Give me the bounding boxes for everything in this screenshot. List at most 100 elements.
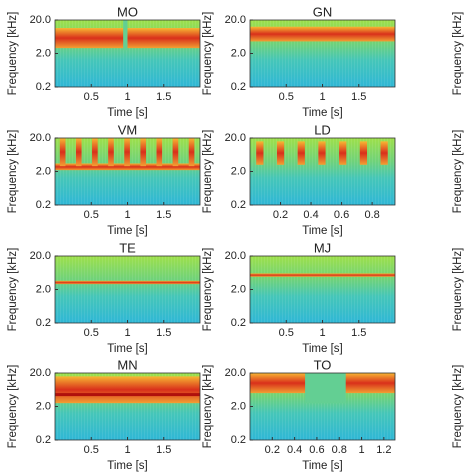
y-axis-label: Frequency [kHz] [202,12,214,96]
y-tick-label: 2.0 [231,47,246,59]
spectrogram-texture [250,256,395,323]
spectrogram-pulse [92,138,98,167]
spectrogram-pulse [188,138,195,167]
spectrogram-pulse [172,138,179,167]
y-tick-label: 0.2 [36,81,51,93]
panel: 0.2 2.0 20.0 Frequency [kHz] MO 0.5 1 1.5 Time [… [7,4,201,119]
panel: 0.2 2.0 20.0 Frequency [kHz] TO 0.2 0.4 0.6 0.8 1… [202,357,396,472]
spectrogram-pulse [156,138,163,167]
y-tick-label: 0.2 [36,317,51,329]
x-axis-label: Time [s] [302,343,342,355]
panel-title: MN [117,357,137,372]
y-tick-label: 2.0 [231,165,246,177]
spectrogram-texture [55,256,200,323]
y-tick-label: 20.0 [30,367,51,379]
y-axis-label: Frequency [kHz] [7,130,19,214]
x-tick-label: 0.2 [273,209,288,221]
y-axis-label: Frequency [kHz] [452,248,464,332]
x-tick-label: 0.4 [287,444,302,456]
x-axis-label: Time [s] [302,107,342,119]
x-tick-label: 1.5 [156,444,171,456]
y-tick-label: 20.0 [225,14,246,26]
x-tick-label: 1.2 [376,444,391,456]
spectrogram-pulse [339,141,347,165]
y-tick-label: 2.0 [36,400,51,412]
panel-title: TE [119,240,136,255]
x-tick-label: 0.4 [303,209,318,221]
panel-title: MJ [314,240,331,255]
spectrogram-gap [305,373,346,404]
y-tick-label: 20.0 [225,132,246,144]
x-tick-label: 0.5 [279,327,294,339]
panel-title: MO [117,4,138,19]
y-tick-label: 20.0 [30,132,51,144]
y-tick-label: 0.2 [231,199,246,211]
y-tick-label: 0.2 [231,434,246,446]
x-axis-label: Time [s] [302,225,342,237]
x-tick-label: 1.5 [156,327,171,339]
x-tick-label: 0.8 [364,209,379,221]
spectrogram-band [250,273,395,277]
panel: 0.2 2.0 20.0 Frequency [kHz] VM 0.5 1 1.5 Time [… [7,122,201,237]
panel-title: LD [314,122,331,137]
spectrogram-band [250,26,395,42]
y-tick-label: 2.0 [231,400,246,412]
x-tick-label: 1 [124,327,130,339]
x-axis-label: Time [s] [107,343,147,355]
y-tick-label: 0.2 [36,434,51,446]
x-axis-label: Time [s] [107,107,147,119]
panel: 0.2 2.0 20.0 Frequency [kHz] LD 0.2 0.4 0.6 0.8 T… [202,122,396,237]
x-tick-label: 1.5 [351,327,366,339]
x-axis-label: Time [s] [107,460,147,472]
y-tick-label: 0.2 [231,317,246,329]
panel: 0.2 2.0 20.0 Frequency [kHz] MN 0.5 1 1.5 Time [… [7,357,201,472]
y-axis-label: Frequency [kHz] [202,365,214,449]
x-tick-label: 0.5 [84,91,99,103]
x-tick-label: 1 [124,209,130,221]
x-tick-label: 0.5 [84,327,99,339]
y-tick-label: 0.2 [36,199,51,211]
spectrogram-pulse [59,138,66,167]
spectrogram-pulse [140,138,147,167]
panel-title: GN [313,4,333,19]
spectrogram-band [55,376,200,404]
y-tick-label: 2.0 [36,47,51,59]
y-tick-label: 0.2 [231,81,246,93]
panel-title: TO [314,357,332,372]
y-tick-label: 2.0 [36,283,51,295]
spectrogram-pulse [124,138,130,167]
spectrogram-line [55,393,200,397]
x-tick-label: 0.8 [332,444,347,456]
y-axis-label: Frequency [kHz] [7,365,19,449]
spectrogram-pulse [256,141,264,165]
x-tick-label: 0.5 [84,209,99,221]
spectrogram-pulse [318,141,326,165]
spectrogram-band [55,280,200,285]
x-tick-label: 0.2 [265,444,280,456]
x-tick-label: 0.5 [279,91,294,103]
y-tick-label: 20.0 [30,250,51,262]
x-tick-label: 1.5 [156,91,171,103]
y-axis-label: Frequency [kHz] [202,248,214,332]
y-axis-label: Frequency [kHz] [7,12,19,96]
panel-title: VM [118,122,138,137]
x-tick-label: 1.5 [351,91,366,103]
spectrogram-pulse [359,141,368,165]
panel: 0.2 2.0 20.0 Frequency [kHz] TE 0.5 1 1.5 Time [… [7,240,201,355]
x-tick-label: 1 [319,91,325,103]
panel: 0.2 2.0 20.0 Frequency [kHz] MJ 0.5 1 1.5 Time [… [202,240,396,355]
y-tick-label: 2.0 [231,283,246,295]
spectrogram-pulse [297,141,305,165]
spectrogram-pulse [276,141,285,165]
y-axis-label: Frequency [kHz] [7,248,19,332]
x-tick-label: 1 [124,444,130,456]
y-axis-label: Frequency [kHz] [452,12,464,96]
y-axis-label: Frequency [kHz] [202,130,214,214]
x-axis-label: Time [s] [107,225,147,237]
y-axis-label: Frequency [kHz] [452,130,464,214]
x-tick-label: 1 [358,444,364,456]
